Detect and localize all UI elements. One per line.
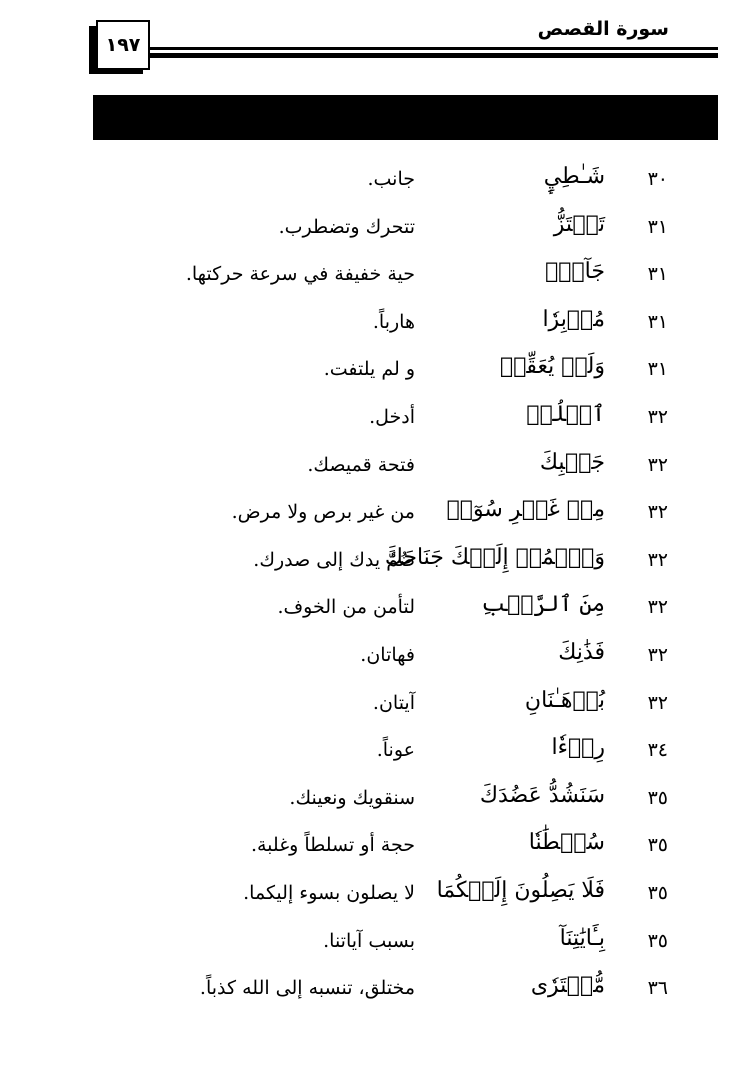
quran-word: جَآنّٞ [545, 259, 605, 285]
verse-number: ٣٢ [647, 596, 668, 619]
glossary-row: ٣٢ ٱسۡلُكۡ أدخل. [0, 398, 755, 442]
quran-word: مُدۡبِرٗا [542, 306, 605, 332]
word-meaning: هارباً. [372, 310, 415, 333]
word-meaning: تتحرك وتضطرب. [278, 215, 415, 238]
verse-number: ٣٢ [647, 691, 668, 714]
word-meaning: من غير برص ولا مرض. [231, 501, 415, 524]
word-meaning: عوناً. [376, 739, 415, 762]
verse-number: ٣٥ [647, 929, 668, 952]
quran-word: وَٱضۡمُمۡ إِلَيۡكَ جَنَاحَكَ [384, 544, 605, 570]
word-meaning: جانب. [367, 168, 415, 190]
glossary-row: ٣٦ مُّفۡتَرٗى مختلق، تنسبه إلى الله كذباً. [0, 969, 755, 1013]
verse-number: ٣٤ [647, 739, 668, 762]
glossary-row: ٣٥ سُلۡطَٰنٗا حجة أو تسلطاً وغلبة. [0, 826, 755, 870]
glossary-row: ٣٠ شَـٰطِيِٕ جانب. [0, 160, 755, 204]
verse-number: ٣٦ [647, 977, 668, 1000]
verse-number: ٣٢ [647, 548, 668, 571]
glossary-row: ٣٥ سَنَشُدُّ عَضُدَكَ سنقويك ونعينك. [0, 779, 755, 823]
quran-word: مِنَ ٱلرَّهۡبِ [481, 592, 605, 618]
word-meaning: سنقويك ونعينك. [289, 786, 415, 809]
word-meaning: و لم يلتفت. [323, 358, 415, 381]
glossary-row: ٣٥ فَلَا يَصِلُونَ إِلَيۡكُمَا لا يصلون بس… [0, 874, 755, 918]
verse-number: ٣١ [647, 310, 668, 333]
word-meaning: لا يصلون بسوء إليكما. [243, 882, 415, 904]
page-number: ١٩٧ [96, 20, 150, 70]
verse-number: ٣٢ [647, 644, 668, 666]
quran-word: شَـٰطِيِٕ [543, 164, 605, 189]
quran-word: فَلَا يَصِلُونَ إِلَيۡكُمَا [436, 878, 605, 903]
quran-word: رِدۡءٗا [551, 735, 606, 761]
glossary-row: ٣٢ وَٱضۡمُمۡ إِلَيۡكَ جَنَاحَكَ ضُمَّ يدك … [0, 541, 755, 585]
word-meaning: ضُمَّ يدك إلى صدرك. [253, 548, 415, 571]
glossary-row: ٣٤ رِدۡءٗا عوناً. [0, 731, 755, 775]
word-meaning: مختلق، تنسبه إلى الله كذباً. [199, 977, 415, 1000]
glossary-row: ٣٢ مِنۡ غَيۡرِ سُوٓءٖ من غير برص ولا مرض. [0, 493, 755, 537]
verse-number: ٣٠ [647, 168, 668, 190]
surah-title: سورة القصص [537, 18, 669, 40]
word-meaning: أدخل. [369, 406, 415, 428]
glossary-row: ٣٢ بُرۡهَـٰنَانِ آيتان. [0, 684, 755, 728]
glossary-row: ٣١ وَلَمۡ يُعَقِّبۡ و لم يلتفت. [0, 350, 755, 394]
quran-word: فَذَٰنِكَ [558, 640, 605, 665]
word-meaning: فهاتان. [360, 644, 415, 666]
word-meaning: فتحة قميصك. [307, 453, 415, 476]
glossary-row: ٣١ مُدۡبِرٗا هارباً. [0, 303, 755, 347]
quran-word: جَيۡبِكَ [539, 449, 605, 475]
quran-word: بُرۡهَـٰنَانِ [524, 687, 605, 713]
glossary-row: ٣٢ جَيۡبِكَ فتحة قميصك. [0, 446, 755, 490]
quran-word: ٱسۡلُكۡ [526, 402, 605, 427]
verse-number: ٣١ [647, 263, 668, 286]
glossary-row: ٣٥ بِـَٔايَٰتِنَآ بسبب آياتنا. [0, 922, 755, 966]
quran-word: سُلۡطَٰنٗا [528, 830, 605, 856]
column-header-bar [93, 95, 718, 140]
quran-word: وَلَمۡ يُعَقِّبۡ [500, 354, 605, 380]
word-meaning: حية خفيفة في سرعة حركتها. [185, 263, 415, 286]
word-meaning: لتأمن من الخوف. [277, 596, 415, 619]
verse-number: ٣٢ [647, 501, 668, 524]
verse-number: ٣٥ [647, 786, 668, 809]
verse-number: ٣١ [647, 358, 668, 381]
verse-number: ٣١ [647, 215, 668, 238]
quran-word: تَهۡتَزُّ [553, 211, 605, 237]
glossary-row: ٣١ تَهۡتَزُّ تتحرك وتضطرب. [0, 208, 755, 252]
glossary-row: ٣٢ فَذَٰنِكَ فهاتان. [0, 636, 755, 680]
word-meaning: حجة أو تسلطاً وغلبة. [250, 834, 415, 857]
word-meaning: آيتان. [372, 691, 415, 714]
header-rule-thin [148, 47, 718, 50]
quran-word: مُّفۡتَرٗى [530, 973, 605, 999]
glossary-row: ٣١ جَآنّٞ حية خفيفة في سرعة حركتها. [0, 255, 755, 299]
quran-word: مِنۡ غَيۡرِ سُوٓءٖ [446, 497, 605, 523]
glossary-row: ٣٢ مِنَ ٱلرَّهۡبِ لتأمن من الخوف. [0, 588, 755, 632]
verse-number: ٣٢ [647, 406, 668, 428]
verse-number: ٣٢ [647, 453, 668, 476]
header-rule-thick [148, 53, 718, 58]
quran-word: سَنَشُدُّ عَضُدَكَ [479, 782, 605, 808]
verse-number: ٣٥ [647, 882, 668, 904]
verse-number: ٣٥ [647, 834, 668, 857]
quran-word: بِـَٔايَٰتِنَآ [559, 925, 605, 951]
word-meaning: بسبب آياتنا. [323, 929, 415, 952]
